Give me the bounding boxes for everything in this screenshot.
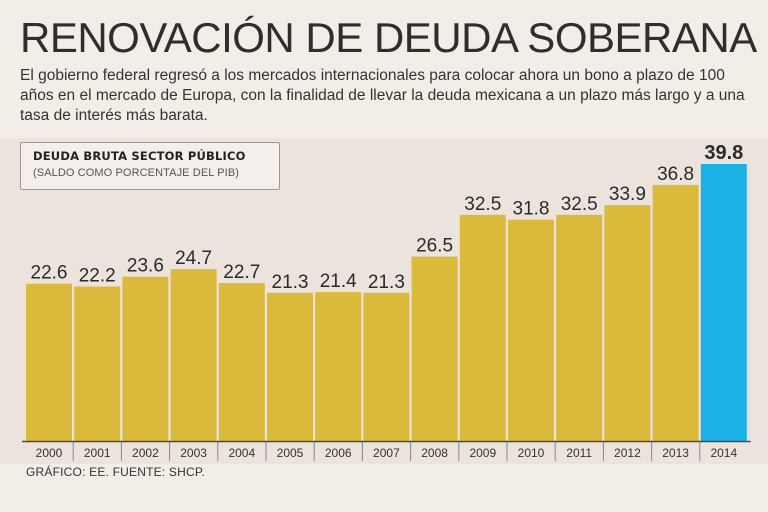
data-label-2002: 23.6: [127, 256, 164, 277]
x-tick-2000: 2000: [36, 446, 63, 460]
legend-subtitle: (SALDO COMO PORCENTAJE DEL PIB): [33, 167, 240, 179]
x-tick-2010: 2010: [518, 446, 545, 460]
bar-2010: [508, 219, 554, 441]
data-label-2001: 22.2: [79, 266, 116, 287]
data-label-2012: 33.9: [609, 184, 646, 205]
x-tick-2003: 2003: [180, 446, 207, 460]
bar-2008: [411, 256, 458, 441]
x-tick-2009: 2009: [469, 446, 496, 460]
data-label-2000: 22.6: [31, 263, 68, 284]
bar-2004: [218, 283, 265, 441]
data-label-2008: 26.5: [416, 236, 453, 257]
x-tick-2008: 2008: [421, 446, 448, 460]
bar-2005: [267, 292, 313, 441]
bar-2006: [315, 292, 362, 441]
source-note: GRÁFICO: EE. FUENTE: SHCP.: [26, 465, 206, 479]
data-label-2004: 22.7: [223, 262, 260, 283]
bar-2014: [700, 164, 747, 441]
data-label-2006: 21.4: [320, 271, 357, 292]
x-tick-2007: 2007: [373, 446, 400, 460]
x-tick-2006: 2006: [325, 446, 352, 460]
x-tick-2014: 2014: [710, 446, 737, 460]
x-tick-2001: 2001: [84, 446, 111, 460]
x-tick-2011: 2011: [566, 446, 592, 460]
x-tick-2013: 2013: [662, 446, 689, 460]
legend-title: DEUDA BRUTA SECTOR PÚBLICO: [33, 149, 246, 163]
chart-title: RENOVACIÓN DE DEUDA SOBERANA: [20, 14, 757, 61]
data-label-2010: 31.8: [513, 199, 550, 220]
bar-2002: [122, 276, 169, 441]
data-label-2005: 21.3: [272, 272, 309, 293]
x-tick-2004: 2004: [228, 446, 255, 460]
chart-subtitle: El gobierno federal regresó a los mercad…: [20, 67, 745, 124]
bar-2001: [74, 286, 121, 441]
bar-2013: [652, 184, 699, 441]
data-label-2014: 39.8: [704, 142, 743, 164]
data-label-2011: 32.5: [561, 194, 598, 215]
data-label-2013: 36.8: [657, 164, 694, 185]
x-tick-2002: 2002: [132, 446, 159, 460]
bar-2003: [170, 269, 217, 441]
legend-box: DEUDA BRUTA SECTOR PÚBLICO (SALDO COMO P…: [20, 142, 280, 190]
bar-2012: [604, 205, 651, 441]
bar-2011: [556, 214, 603, 441]
bar-2007: [363, 292, 410, 441]
x-tick-2012: 2012: [614, 446, 641, 460]
data-label-2007: 21.3: [368, 272, 405, 293]
bar-2000: [26, 283, 72, 441]
data-label-2003: 24.7: [175, 248, 212, 269]
data-label-2009: 32.5: [464, 194, 501, 215]
bar-2009: [459, 214, 506, 441]
x-tick-2005: 2005: [277, 446, 304, 460]
